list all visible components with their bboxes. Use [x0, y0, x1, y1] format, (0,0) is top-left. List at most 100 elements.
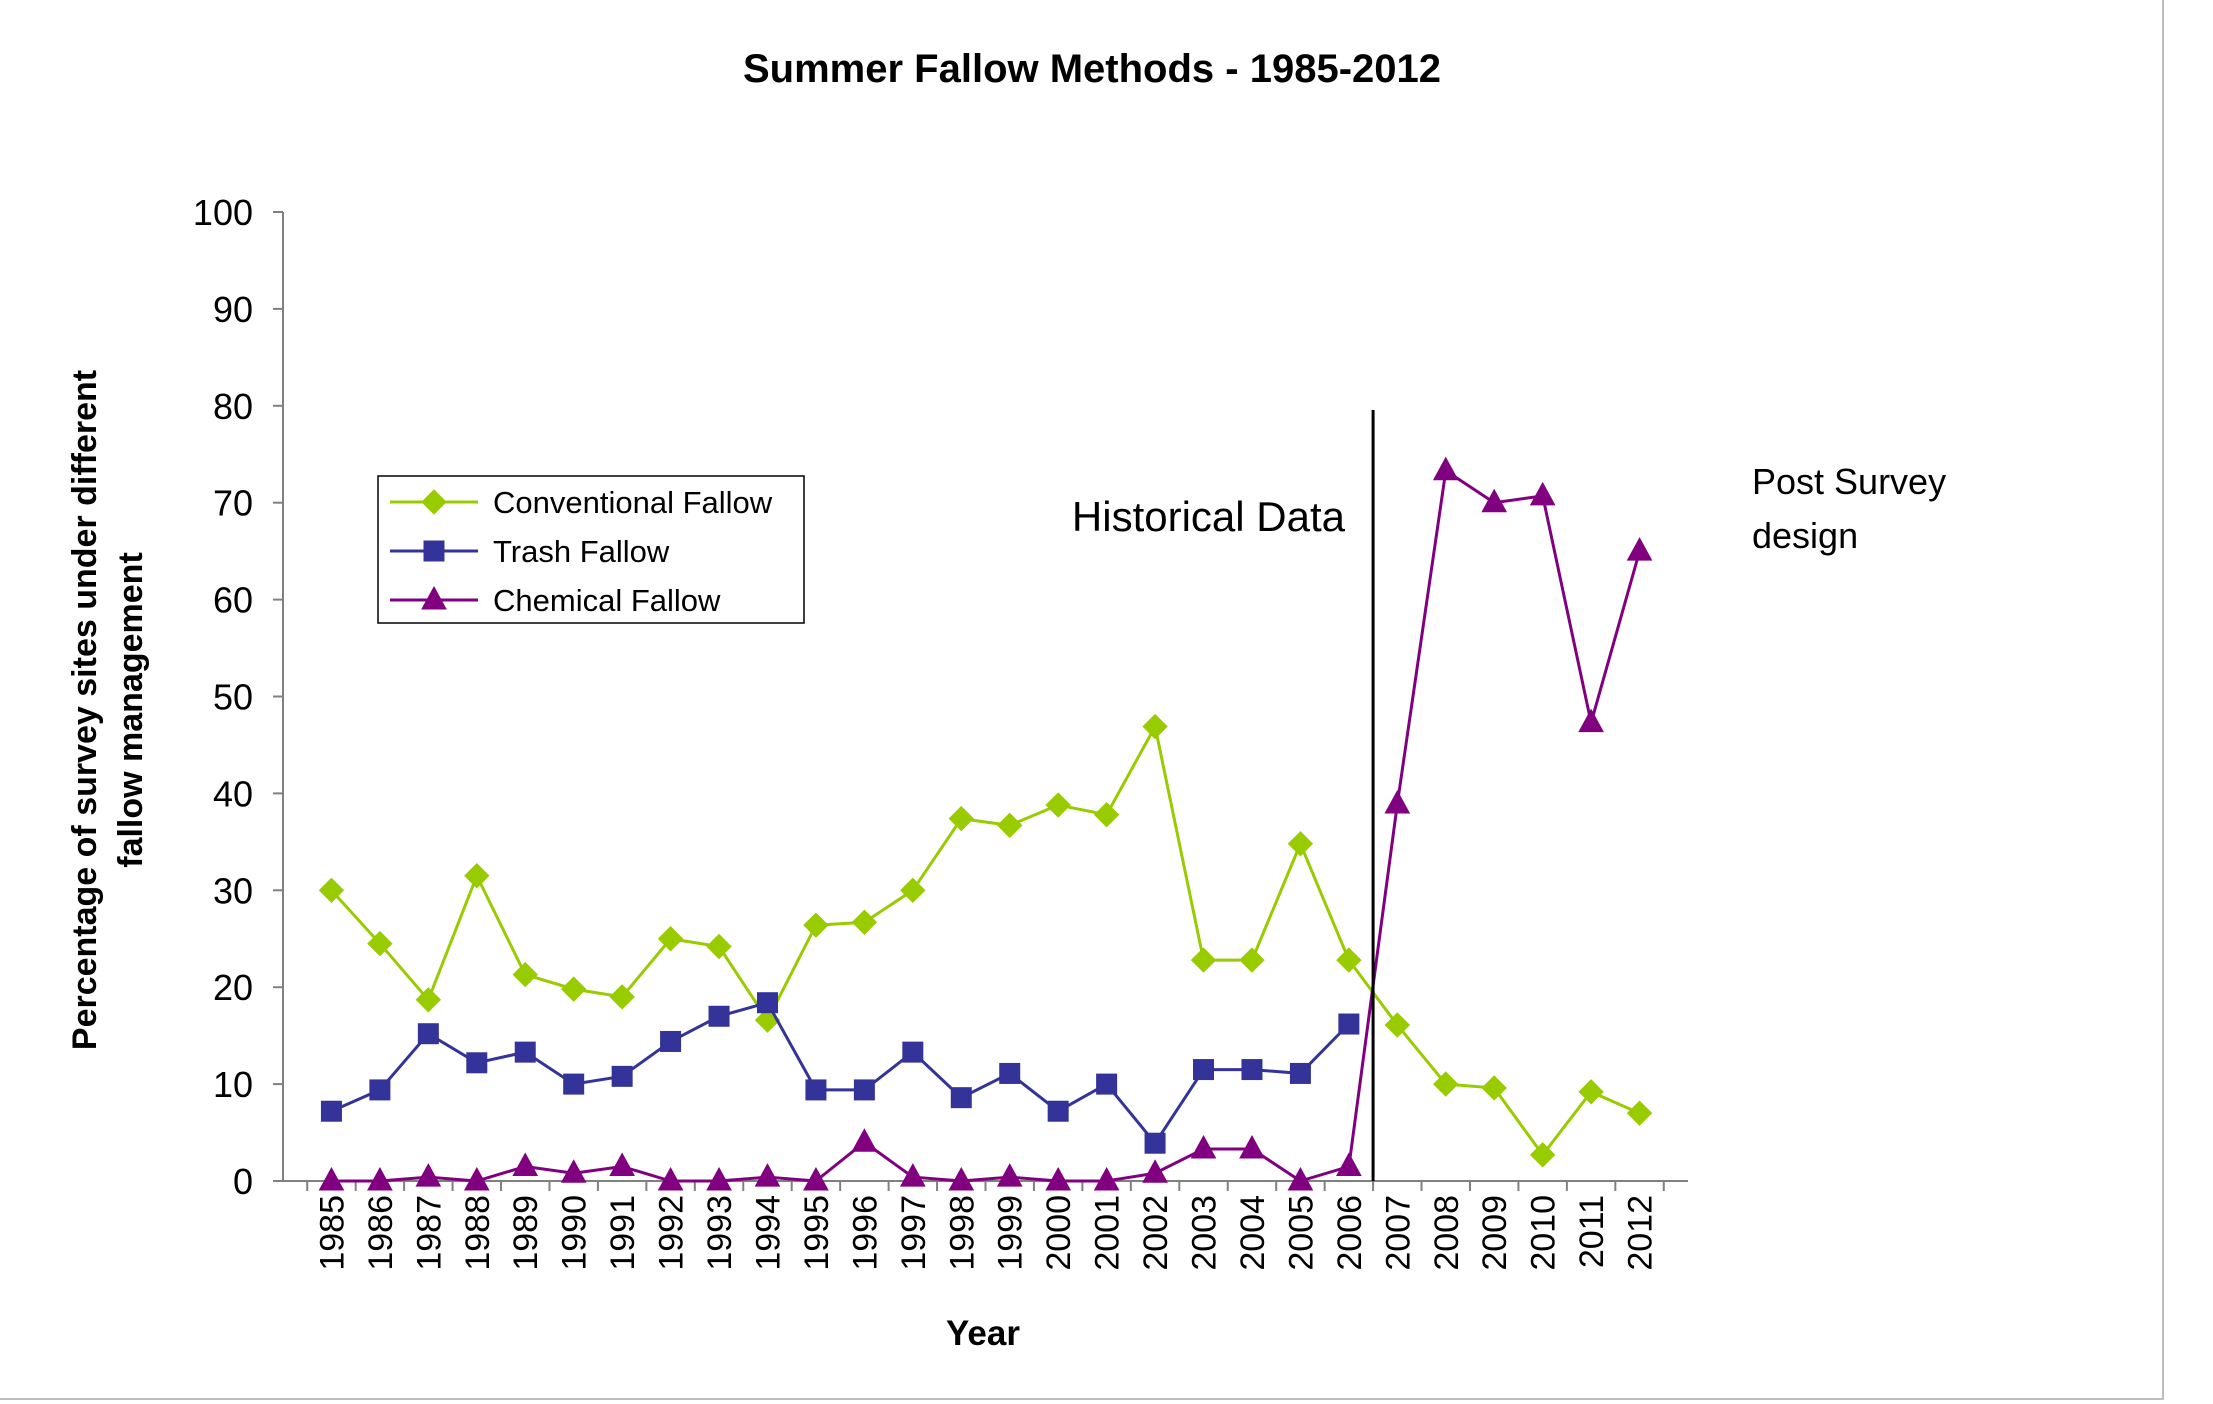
x-tick-label: 2001 — [1089, 1195, 1127, 1271]
chart-frame — [0, 0, 2164, 1400]
data-point — [1193, 1059, 1215, 1081]
data-point — [560, 976, 587, 1002]
conventional-fallow-line — [330, 722, 1641, 1158]
x-tick-label: 2010 — [1525, 1195, 1563, 1271]
data-point — [1529, 1142, 1556, 1168]
y-tick-label: 50 — [213, 677, 253, 718]
data-point — [1093, 1166, 1120, 1191]
chemical-fallow-line — [331, 468, 1642, 1183]
historical-data-label: Historical Data — [1072, 493, 1346, 540]
data-point — [1384, 790, 1411, 814]
x-tick-label: 2005 — [1282, 1195, 1320, 1271]
data-point — [996, 1163, 1023, 1187]
data-point — [950, 1087, 972, 1109]
y-tick-label: 70 — [213, 483, 253, 524]
x-axis-title: Year — [946, 1314, 1020, 1353]
data-point — [1433, 1071, 1459, 1097]
data-point — [803, 912, 829, 938]
x-tick-label: 1985 — [313, 1195, 351, 1271]
y-axis-title-line-2: fallow management — [112, 552, 150, 868]
data-point — [948, 805, 974, 832]
y-tick-label: 60 — [213, 580, 253, 621]
data-point — [367, 930, 393, 957]
data-point — [657, 926, 684, 952]
data-point — [1045, 792, 1071, 818]
data-point — [1239, 1134, 1265, 1159]
x-tick-label: 2009 — [1476, 1195, 1514, 1271]
y-tick-label: 30 — [213, 870, 253, 911]
conventional-fallow-series — [318, 713, 1653, 1168]
data-point — [1287, 831, 1314, 857]
data-point — [851, 909, 878, 935]
data-point — [1481, 1075, 1507, 1101]
data-point — [1384, 1012, 1411, 1038]
data-point — [421, 585, 447, 610]
data-point — [948, 1166, 975, 1191]
data-point — [1190, 1134, 1217, 1159]
data-point — [1289, 1062, 1311, 1084]
x-tick-label: 1991 — [604, 1195, 642, 1271]
data-point — [560, 1159, 587, 1183]
data-point — [1096, 1073, 1118, 1095]
data-point — [805, 1079, 827, 1101]
x-tick-label: 2011 — [1573, 1195, 1611, 1268]
x-tick-label: 1999 — [992, 1195, 1030, 1271]
x-tick-label: 2003 — [1186, 1195, 1224, 1271]
data-point — [1142, 713, 1168, 740]
data-point — [464, 863, 490, 889]
data-point — [1287, 1166, 1314, 1191]
post-survey-label-line-1: Post Survey — [1752, 461, 1946, 502]
y-tick-label: 0 — [233, 1161, 253, 1202]
x-tick-label: 2006 — [1331, 1195, 1369, 1271]
data-point — [320, 1100, 342, 1122]
data-point — [902, 1041, 924, 1063]
post-survey-label-line-2: design — [1752, 515, 1858, 556]
x-tick-label: 2000 — [1040, 1195, 1078, 1271]
y-tick-label: 80 — [213, 386, 253, 427]
data-point — [367, 1166, 393, 1191]
data-point — [1578, 708, 1604, 733]
data-point — [609, 1152, 635, 1176]
y-tick-label: 90 — [213, 289, 253, 330]
x-tick-label: 1989 — [507, 1195, 545, 1271]
data-point — [756, 992, 778, 1014]
y-tick-label: 40 — [213, 773, 253, 814]
data-point — [997, 812, 1023, 839]
data-point — [1239, 947, 1265, 973]
chart-title: Summer Fallow Methods - 1985-2012 — [743, 47, 1441, 91]
data-point — [660, 1030, 682, 1052]
data-point — [1626, 537, 1653, 561]
data-point — [1432, 456, 1459, 481]
data-point — [851, 1128, 878, 1152]
data-point — [1336, 947, 1362, 973]
x-tick-label: 1994 — [749, 1195, 787, 1271]
x-tick-label: 1992 — [653, 1195, 691, 1271]
y-tick-label: 100 — [193, 192, 253, 233]
data-point — [415, 1163, 442, 1187]
x-tick-label: 2004 — [1234, 1195, 1272, 1271]
data-point — [318, 877, 345, 904]
data-point — [1047, 1100, 1069, 1122]
data-point — [1144, 1132, 1166, 1154]
data-point — [1338, 1013, 1360, 1035]
data-point — [423, 540, 445, 562]
data-point — [512, 961, 538, 988]
legend-label: Trash Fallow — [493, 534, 670, 569]
x-tick-label: 1986 — [362, 1195, 400, 1271]
data-point — [563, 1073, 585, 1095]
data-point — [657, 1166, 684, 1191]
data-point — [611, 1065, 633, 1087]
data-point — [708, 1005, 730, 1027]
data-point — [417, 1023, 439, 1045]
x-axis: 1985 1986 1987 1988 1989 1990 1991 1992 1993 1994… — [306, 1181, 1665, 1271]
data-point — [1241, 1059, 1263, 1081]
data-point — [900, 877, 926, 904]
data-point — [754, 1163, 781, 1187]
data-point — [514, 1041, 536, 1063]
data-point — [463, 1166, 490, 1191]
data-point — [1529, 481, 1556, 506]
data-point — [318, 1166, 345, 1191]
x-tick-label: 1995 — [798, 1195, 836, 1271]
y-tick-label: 10 — [213, 1064, 253, 1105]
